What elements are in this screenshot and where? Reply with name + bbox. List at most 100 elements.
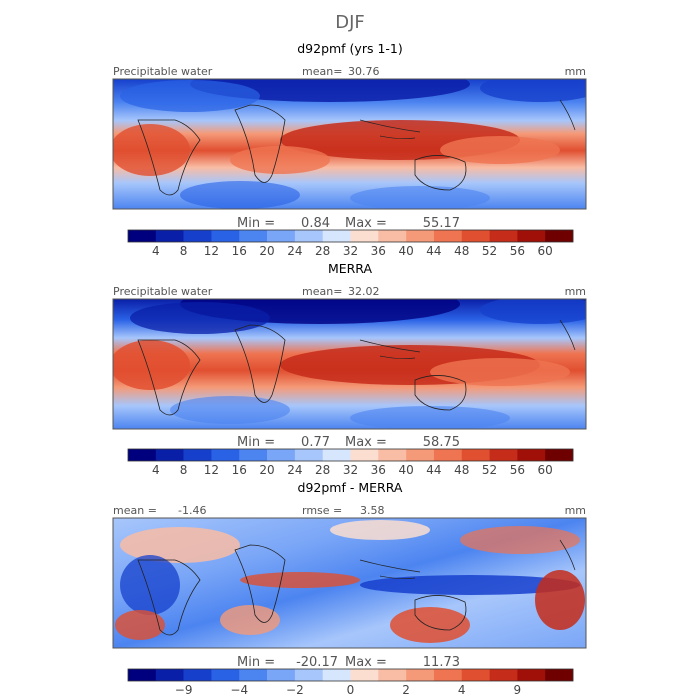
colorbar-tick-label: 40 <box>398 244 413 258</box>
colorbar-swatch <box>322 230 351 242</box>
min-label: Min = <box>237 216 275 231</box>
colorbar-tick-label: 48 <box>454 463 469 477</box>
colorbar-border <box>127 668 574 682</box>
colorbar-tick-label: 12 <box>204 244 219 258</box>
colorbar-swatch <box>350 230 379 242</box>
colorbar-swatch <box>239 230 268 242</box>
units-label: mm <box>565 504 586 517</box>
colorbar-swatch <box>183 230 212 242</box>
colorbar-swatch <box>155 230 184 242</box>
mean-label: mean= <box>302 65 342 78</box>
max-label: Max = <box>345 655 387 670</box>
mean-value: 32.02 <box>348 285 380 298</box>
colorbar-tick-label: 9 <box>514 683 522 697</box>
min-label: Min = <box>237 435 275 450</box>
min-value: 0.77 <box>301 435 330 450</box>
max-label: Max = <box>345 435 387 450</box>
colorbar-swatch <box>433 669 463 681</box>
colorbar-swatch <box>517 669 546 681</box>
colorbar-swatch <box>322 669 351 681</box>
field-map <box>113 79 586 209</box>
colorbar-swatch <box>211 669 240 681</box>
panel-title: d92pmf - MERRA <box>298 480 403 495</box>
colorbar: 4 8 12 16 20 24 28 32 36 40 44 48 52 56 60 <box>127 448 574 477</box>
colorbar-swatch <box>489 230 518 242</box>
colorbar-swatch <box>294 230 323 242</box>
units-label: mm <box>565 285 586 298</box>
field-map <box>113 299 586 429</box>
colorbar-tick-label: 44 <box>426 463 441 477</box>
max-value: 55.17 <box>423 216 460 231</box>
colorbar-tick-label: 4 <box>152 244 160 258</box>
colorbar-swatch <box>211 230 240 242</box>
colorbar-tick-label: −9 <box>175 683 193 697</box>
variable-label: Precipitable water <box>113 285 213 298</box>
colorbar-tick-label: 52 <box>482 463 497 477</box>
colorbar-swatch <box>128 669 157 681</box>
colorbar-swatch <box>489 669 518 681</box>
colorbar-tick-label: 12 <box>204 463 219 477</box>
colorbar-tick-label: 16 <box>232 463 247 477</box>
colorbar-swatch <box>128 449 157 461</box>
colorbar-tick-label: 28 <box>315 463 330 477</box>
colorbar-tick-label: 4 <box>458 683 466 697</box>
colorbar-swatch <box>461 230 490 242</box>
colorbar-tick-label: 2 <box>402 683 410 697</box>
colorbar-swatch <box>378 669 407 681</box>
colorbar-tick-label: 16 <box>232 244 247 258</box>
colorbar-swatch <box>155 449 184 461</box>
colorbar-tick-label: 32 <box>343 244 358 258</box>
colorbar-tick-label: 56 <box>510 244 525 258</box>
colorbar-swatch <box>267 669 296 681</box>
colorbar-tick-label: 28 <box>315 244 330 258</box>
colorbar-swatch <box>545 230 574 242</box>
colorbar-swatch <box>461 449 490 461</box>
colorbar-tick-label: 32 <box>343 463 358 477</box>
min-value: 0.84 <box>301 216 330 231</box>
units-label: mm <box>565 65 586 78</box>
rmse-value: 3.58 <box>360 504 385 517</box>
colorbar-swatch <box>294 669 323 681</box>
colorbar-swatch <box>322 449 351 461</box>
colorbar-swatch <box>406 230 435 242</box>
colorbar: −9 −4 −2 0 2 4 9 <box>127 668 574 697</box>
colorbar-swatch <box>489 449 518 461</box>
colorbar-swatch <box>378 230 407 242</box>
mean-label: mean= <box>302 285 342 298</box>
colorbar-tick-label: 0 <box>347 683 355 697</box>
colorbar-swatch <box>433 230 463 242</box>
panel-difference: d92pmf - MERRA mean = -1.46 rmse = 3.58 … <box>112 480 587 697</box>
colorbar-tick-label: 36 <box>371 463 386 477</box>
colorbar-swatch <box>267 449 296 461</box>
colorbar-swatch <box>239 669 268 681</box>
colorbar-tick-label: 48 <box>454 244 469 258</box>
colorbar-swatch <box>155 669 184 681</box>
colorbar-swatch <box>545 449 574 461</box>
colorbar-swatch <box>378 449 407 461</box>
colorbar-tick-label: 60 <box>538 244 553 258</box>
colorbar-swatch <box>239 449 268 461</box>
colorbar: 4 8 12 16 20 24 28 32 36 40 44 48 52 56 60 <box>127 229 574 258</box>
colorbar-swatch <box>128 230 157 242</box>
colorbar-swatch <box>517 449 546 461</box>
max-value: 58.75 <box>423 435 460 450</box>
colorbar-tick-label: 44 <box>426 244 441 258</box>
colorbar-tick-label: 8 <box>180 463 188 477</box>
mean-value: -1.46 <box>178 504 206 517</box>
season-title: DJF <box>335 12 365 33</box>
colorbar-tick-label: 36 <box>371 244 386 258</box>
max-value: 11.73 <box>423 655 460 670</box>
colorbar-tick-label: 8 <box>180 244 188 258</box>
colorbar-tick-label: 56 <box>510 463 525 477</box>
min-label: Min = <box>237 655 275 670</box>
colorbar-tick-label: 40 <box>398 463 413 477</box>
colorbar-tick-label: 24 <box>287 463 302 477</box>
colorbar-swatch <box>267 230 296 242</box>
colorbar-swatch <box>211 449 240 461</box>
colorbar-border <box>127 448 574 462</box>
panel-title: MERRA <box>328 261 373 276</box>
colorbar-swatch <box>517 230 546 242</box>
colorbar-swatch <box>183 449 212 461</box>
mean-label: mean = <box>113 504 157 517</box>
